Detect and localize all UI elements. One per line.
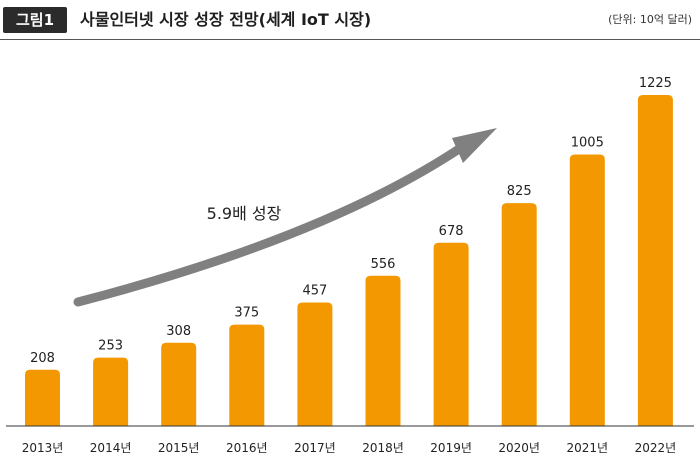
bar-4 [297, 302, 333, 426]
x-tick-label-1: 2014년 [90, 441, 132, 455]
x-tick-label-7: 2020년 [498, 441, 540, 455]
header-divider [0, 39, 700, 40]
bar-5 [365, 275, 401, 426]
growth-annotation: 5.9배 성장 [207, 204, 282, 223]
x-tick-label-8: 2021년 [567, 441, 609, 455]
figure-label: 그림1 [3, 7, 67, 33]
x-tick-label-5: 2018년 [362, 441, 404, 455]
value-label-8: 1005 [571, 135, 604, 150]
value-label-0: 208 [30, 351, 55, 366]
value-label-1: 253 [98, 339, 123, 354]
x-tick-label-9: 2022년 [635, 441, 677, 455]
unit-label: (단위: 10억 달러) [608, 13, 692, 26]
value-label-3: 375 [234, 306, 259, 321]
bar-2 [161, 342, 197, 426]
bar-6 [433, 242, 469, 426]
x-tick-label-2: 2015년 [158, 441, 200, 455]
bar-group [25, 95, 673, 427]
chart-header: 그림1 사물인터넷 시장 성장 전망(세계 IoT 시장) (단위: 10억 달… [0, 0, 700, 40]
bar-9 [637, 95, 673, 426]
chart-title: 사물인터넷 시장 성장 전망(세계 IoT 시장) [80, 10, 372, 29]
value-label-6: 678 [439, 224, 464, 239]
growth-arrow [73, 128, 497, 307]
bar-8 [569, 154, 605, 427]
value-label-7: 825 [507, 184, 532, 199]
x-tick-label-4: 2017년 [294, 441, 336, 455]
x-tick-label-group: 2013년 2014년 2015년 2016년 2017년 2018년 2019년 2020년… [22, 441, 676, 455]
x-tick-label-3: 2016년 [226, 441, 268, 455]
growth-arrow-head [452, 128, 497, 163]
value-label-9: 1225 [639, 76, 672, 91]
bar-0 [25, 369, 60, 426]
x-tick-label-6: 2019년 [430, 441, 472, 455]
value-label-5: 556 [371, 257, 396, 272]
value-label-4: 457 [302, 284, 327, 299]
x-tick-label-0: 2013년 [22, 441, 64, 455]
value-label-2: 308 [166, 324, 191, 339]
bar-7 [501, 203, 537, 426]
value-label-group: 208 253 308 375 457 556 678 825 1005 1225 [30, 76, 672, 366]
bar-3 [229, 324, 265, 426]
growth-arrow-shaft [73, 142, 467, 307]
bar-1 [93, 357, 129, 426]
